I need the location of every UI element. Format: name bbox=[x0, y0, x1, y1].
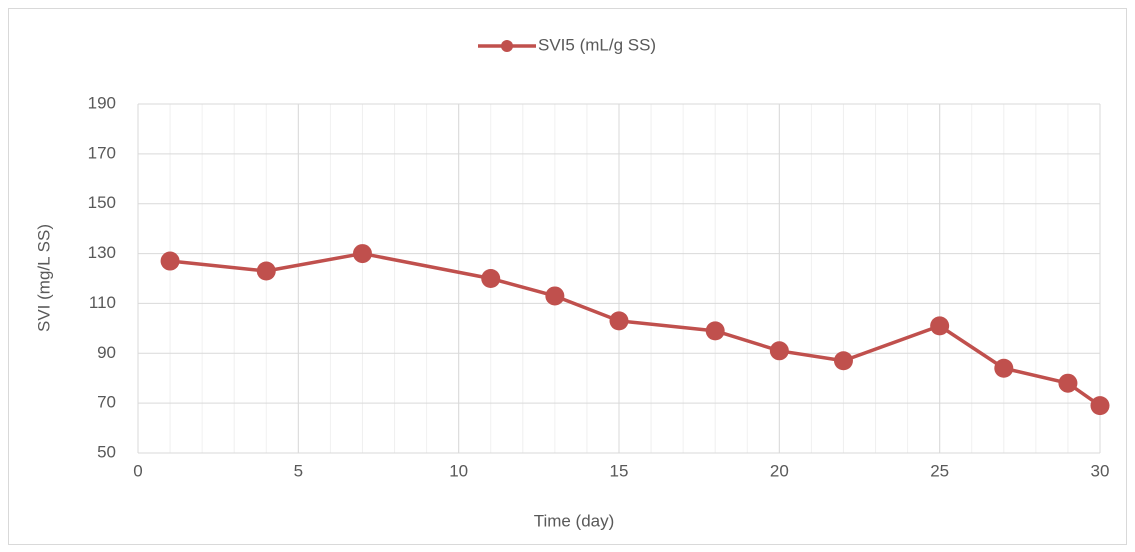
y-axis-label: SVI (mg/L SS) bbox=[34, 224, 53, 332]
data-point bbox=[160, 251, 180, 271]
legend-label: SVI5 (mL/g SS) bbox=[538, 35, 656, 54]
data-point bbox=[481, 269, 501, 288]
y-tick-label: 170 bbox=[88, 143, 116, 162]
data-point bbox=[1090, 396, 1110, 416]
x-tick-label: 30 bbox=[1091, 461, 1110, 480]
data-point bbox=[930, 316, 950, 336]
x-tick-label: 25 bbox=[930, 461, 949, 480]
x-axis-label: Time (day) bbox=[534, 511, 615, 530]
y-tick-label: 50 bbox=[97, 442, 116, 461]
x-tick-label: 15 bbox=[610, 461, 629, 480]
y-tick-label: 70 bbox=[97, 393, 116, 412]
data-point bbox=[705, 321, 725, 341]
data-point bbox=[1058, 373, 1078, 393]
data-point bbox=[994, 358, 1014, 378]
data-point bbox=[256, 261, 276, 281]
data-point bbox=[352, 244, 372, 264]
y-tick-label: 150 bbox=[88, 193, 116, 212]
data-point bbox=[833, 351, 853, 371]
chart-border bbox=[8, 8, 1127, 545]
y-tick-label: 90 bbox=[97, 343, 116, 362]
x-tick-label: 20 bbox=[770, 461, 789, 480]
x-tick-label: 0 bbox=[133, 461, 142, 480]
legend-marker bbox=[501, 40, 513, 52]
data-point bbox=[609, 311, 629, 331]
y-tick-label: 130 bbox=[88, 243, 116, 262]
data-point bbox=[769, 341, 789, 361]
x-tick-label: 5 bbox=[294, 461, 303, 480]
x-tick-label: 10 bbox=[449, 461, 468, 480]
y-tick-label: 190 bbox=[88, 93, 116, 112]
data-point bbox=[545, 286, 565, 306]
y-tick-label: 110 bbox=[89, 293, 116, 312]
